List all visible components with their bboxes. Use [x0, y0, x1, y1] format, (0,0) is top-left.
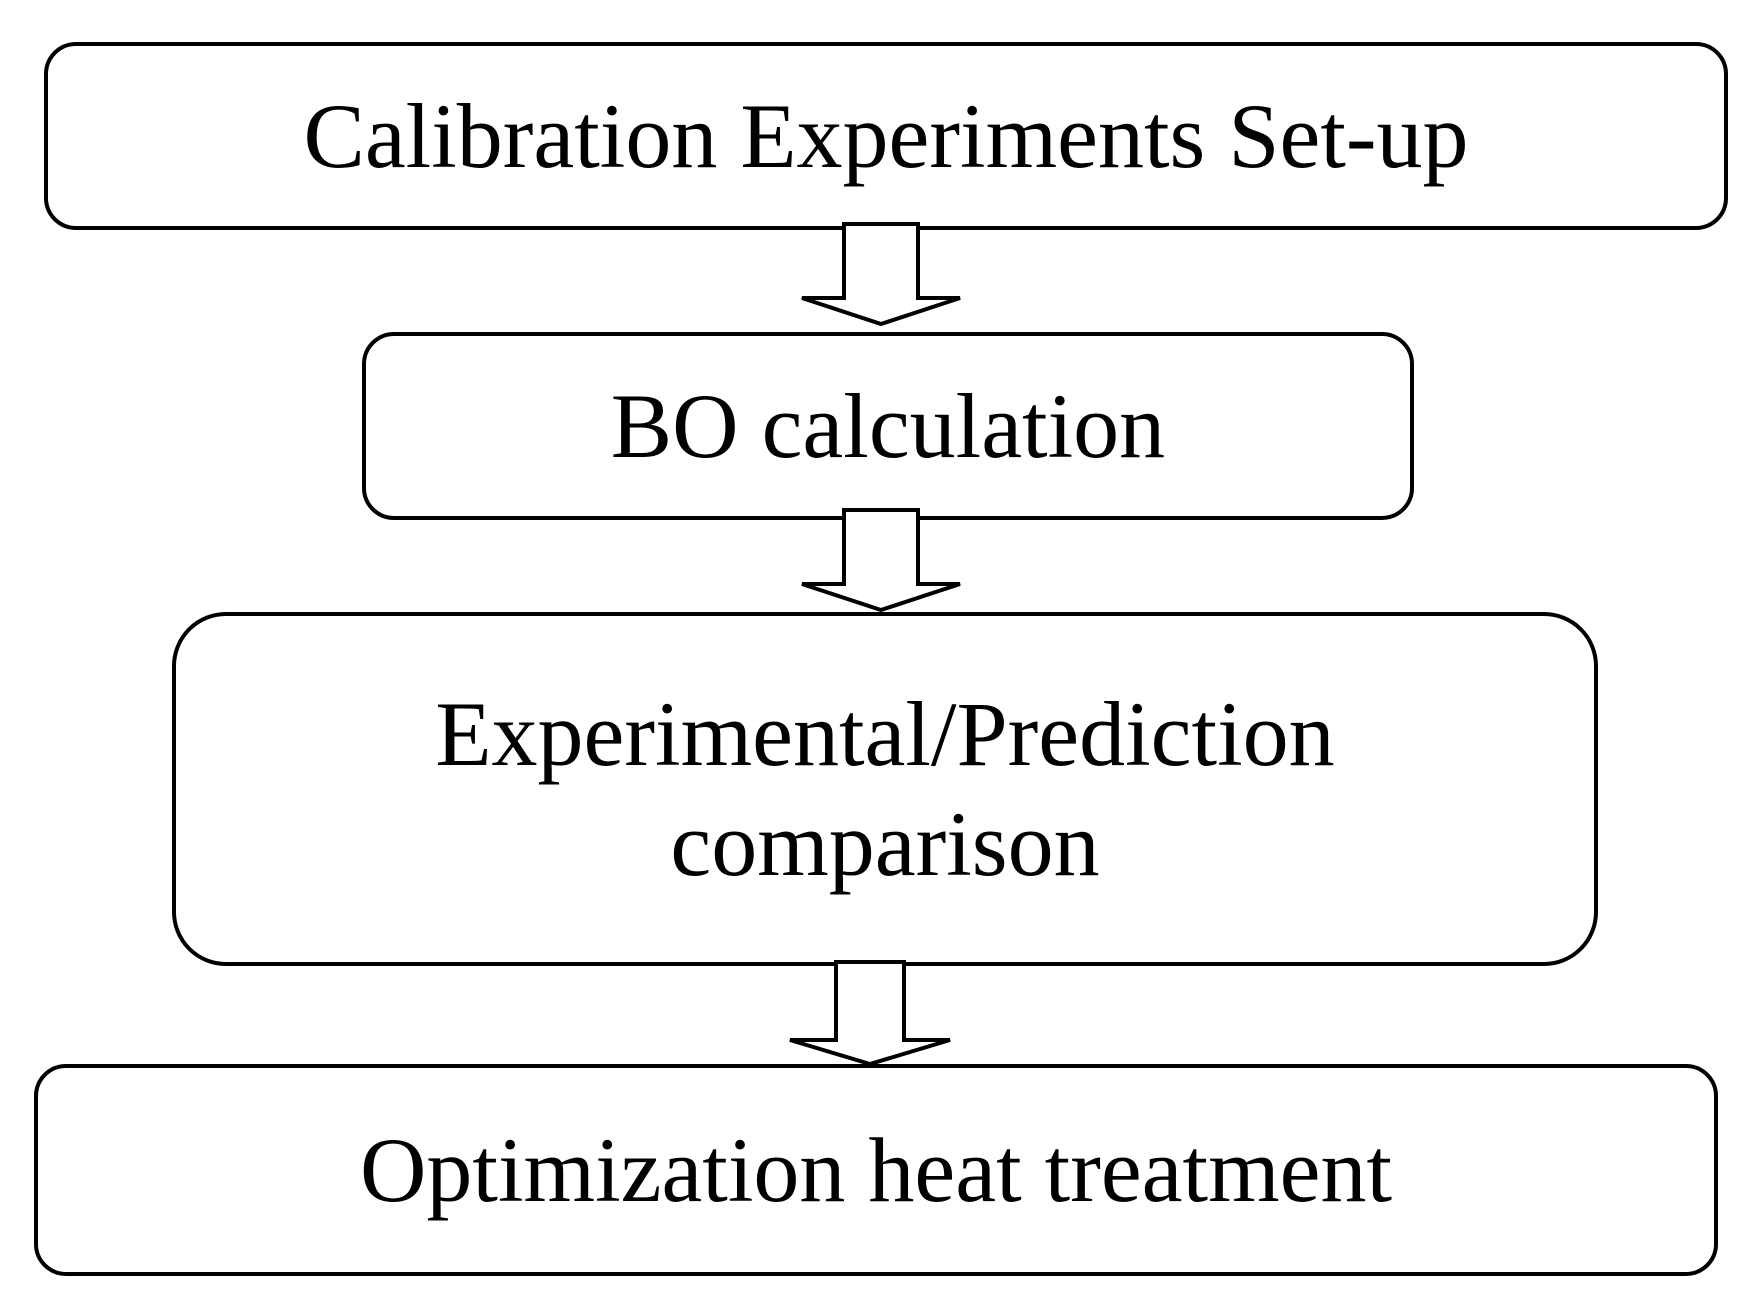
step-optimization-heat-treatment: Optimization heat treatment: [34, 1064, 1718, 1276]
arrow-down-icon: [789, 960, 951, 1067]
arrow-down-icon: [801, 508, 961, 613]
step-3-label: Experimental/Prediction comparison: [435, 679, 1334, 900]
step-calibration-experiments-setup: Calibration Experiments Set-up: [44, 42, 1728, 230]
step-2-label: BO calculation: [610, 374, 1166, 477]
arrow-down-icon: [801, 222, 961, 327]
step-3-label-line-1: Experimental/Prediction: [435, 682, 1335, 785]
step-3-label-line-2: comparison: [670, 793, 1100, 895]
step-bo-calculation: BO calculation: [362, 332, 1414, 520]
step-1-label: Calibration Experiments Set-up: [303, 84, 1469, 187]
step-4-label: Optimization heat treatment: [359, 1118, 1393, 1221]
step-experimental-prediction-comparison: Experimental/Prediction comparison: [172, 612, 1598, 966]
